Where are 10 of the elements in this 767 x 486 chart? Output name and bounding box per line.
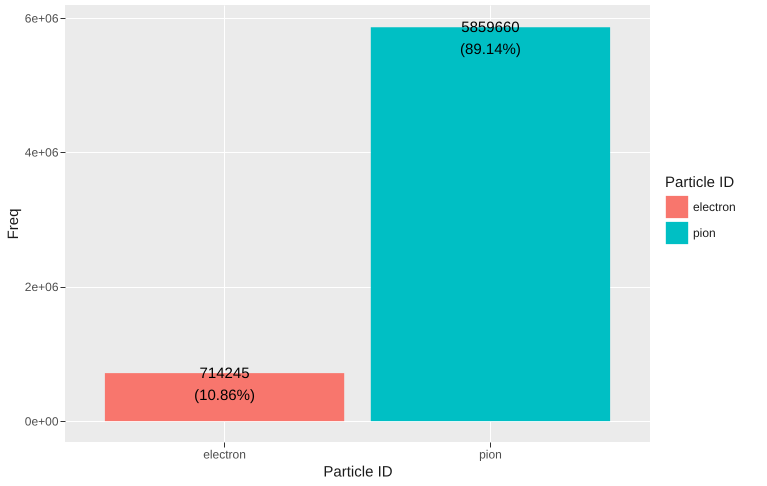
- x-axis-title: Particle ID: [323, 464, 393, 480]
- legend-label: pion: [693, 226, 716, 240]
- y-axis-title: Freq: [4, 208, 22, 240]
- y-tick-label: 0e+00: [24, 414, 59, 429]
- y-tick-label: 2e+06: [24, 280, 59, 294]
- data-label: 714245 (10.86%): [194, 365, 255, 404]
- legend-label: electron: [693, 200, 736, 214]
- y-tick-label: 4e+06: [24, 146, 59, 160]
- legend-title: Particle ID: [665, 174, 734, 191]
- y-tick-label: 6e+06: [24, 11, 59, 26]
